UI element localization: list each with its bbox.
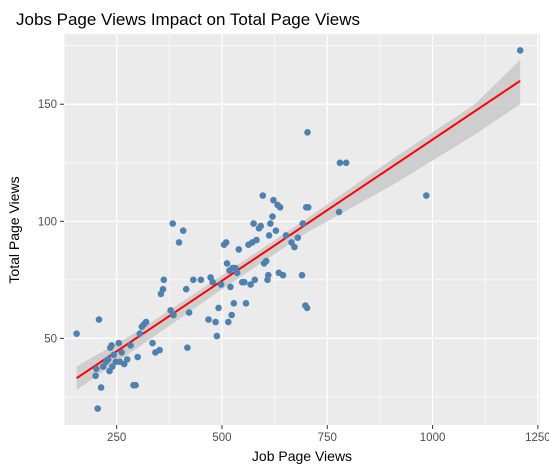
data-point (230, 300, 238, 307)
data-point (170, 311, 177, 319)
data-point (156, 346, 163, 354)
data-point (242, 300, 250, 307)
data-point (305, 204, 312, 211)
data-point (259, 192, 267, 199)
x-tick-label: 500 (212, 432, 231, 444)
data-point (228, 311, 235, 319)
confidence-band (76, 59, 521, 390)
data-point (97, 384, 105, 391)
x-tick-label: 750 (318, 432, 337, 444)
data-point (233, 269, 241, 277)
data-point (123, 356, 131, 363)
data-point (279, 271, 287, 279)
chart-title: Jobs Page Views Impact on Total Page Vie… (16, 10, 360, 29)
data-point (95, 316, 103, 323)
data-point (215, 304, 222, 312)
y-axis-title: Total Page Views (6, 176, 22, 283)
y-tick-label: 50 (44, 333, 57, 345)
data-point (109, 363, 116, 370)
data-point (294, 234, 302, 241)
data-point (142, 318, 150, 326)
data-point (282, 232, 290, 239)
data-point (265, 232, 273, 239)
data-point (93, 365, 100, 373)
data-point (115, 339, 123, 347)
data-point (516, 47, 524, 54)
data-point (250, 220, 257, 227)
data-point (185, 309, 193, 316)
data-point (160, 276, 168, 284)
data-point (247, 281, 254, 288)
data-point (335, 208, 343, 216)
x-tick-label: 1000 (420, 432, 446, 444)
data-point (235, 246, 243, 253)
data-point (213, 332, 221, 340)
data-point (251, 276, 259, 284)
fit-line-layer (76, 79, 521, 380)
regression-line (76, 79, 521, 380)
data-point (257, 222, 265, 230)
data-point (298, 271, 306, 279)
data-point (269, 213, 276, 220)
data-point (212, 318, 219, 326)
data-point (108, 342, 115, 349)
data-point (225, 318, 232, 326)
data-point (136, 330, 144, 338)
x-tick-label: 250 (107, 432, 126, 444)
x-tick-label: 1250 (525, 432, 549, 444)
data-point (223, 260, 231, 267)
data-point (303, 304, 311, 312)
data-point (299, 220, 307, 227)
axis-ticks-layer: 250 500 750 1000 1250 50 100 150 (38, 99, 549, 444)
data-point (209, 278, 216, 286)
data-point (184, 344, 191, 352)
x-axis-title: Job Page Views (252, 448, 352, 464)
data-point (110, 351, 117, 359)
data-point (127, 342, 134, 349)
data-point (175, 239, 183, 246)
data-point (159, 285, 167, 293)
data-point (267, 220, 274, 227)
data-point (179, 227, 187, 234)
data-point (241, 278, 248, 286)
data-point (205, 316, 212, 323)
data-point (253, 236, 260, 244)
data-point (197, 276, 205, 284)
confidence-band-layer (76, 59, 521, 390)
data-point (190, 276, 197, 284)
data-point (272, 227, 280, 234)
data-point (149, 339, 156, 347)
data-point (291, 243, 298, 251)
data-point (304, 129, 311, 136)
data-point (104, 356, 112, 363)
data-point (336, 159, 344, 167)
data-point (118, 349, 125, 356)
data-point (265, 271, 272, 279)
data-point (132, 381, 139, 389)
data-point (423, 192, 430, 199)
data-point (217, 281, 225, 288)
data-point (169, 220, 176, 227)
data-point (182, 285, 190, 293)
data-point (342, 159, 350, 167)
data-point (73, 330, 80, 338)
data-point (94, 405, 101, 412)
data-point (270, 196, 277, 204)
data-point (134, 353, 141, 361)
y-tick-label: 150 (38, 99, 57, 111)
data-point (92, 372, 99, 380)
data-points-layer (73, 47, 524, 412)
y-tick-label: 100 (38, 216, 57, 228)
data-point (276, 204, 284, 211)
data-point (227, 283, 234, 291)
data-point (262, 257, 270, 265)
data-point (120, 360, 128, 368)
data-point (222, 239, 230, 246)
